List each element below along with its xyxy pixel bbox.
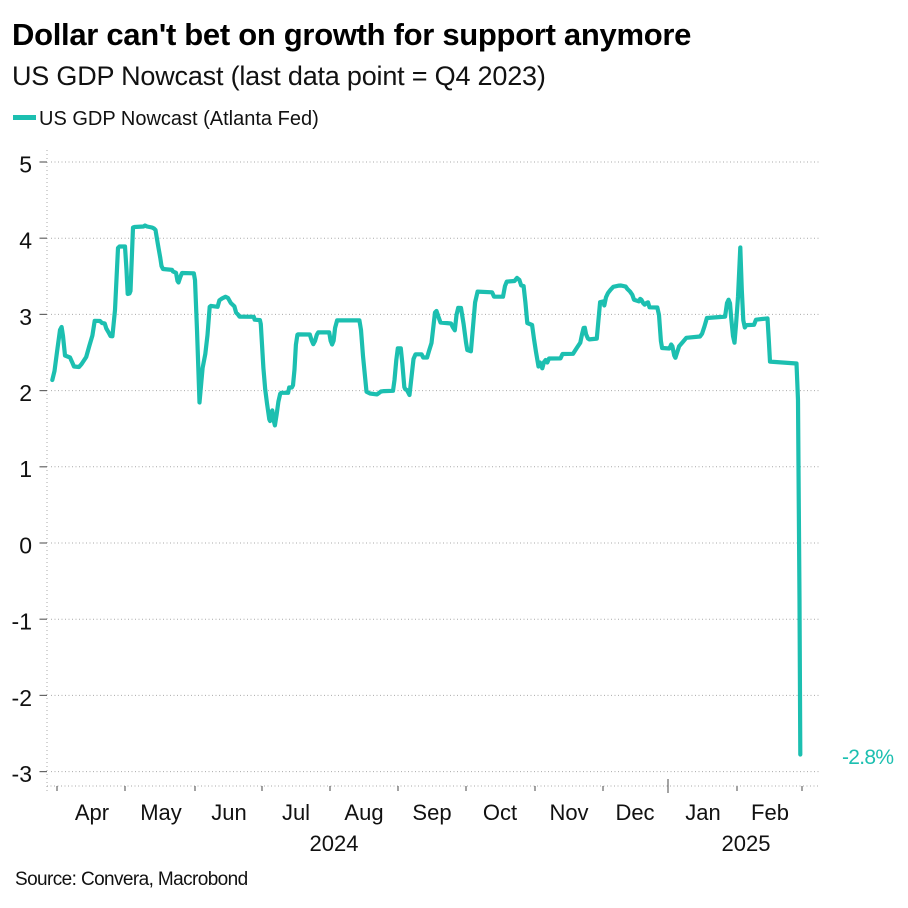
svg-text:4: 4 (19, 228, 32, 254)
svg-text:3: 3 (19, 304, 32, 330)
svg-text:2025: 2025 (722, 831, 771, 856)
svg-text:0: 0 (19, 532, 32, 558)
svg-text:2024: 2024 (310, 831, 359, 856)
svg-text:-3: -3 (12, 761, 32, 787)
svg-text:Nov: Nov (549, 800, 588, 825)
svg-text:Jun: Jun (211, 800, 246, 825)
svg-text:Oct: Oct (483, 800, 517, 825)
svg-text:Jan: Jan (685, 800, 720, 825)
svg-text:Jul: Jul (282, 800, 310, 825)
svg-text:Feb: Feb (751, 800, 789, 825)
svg-text:-1: -1 (12, 609, 32, 635)
svg-text:Aug: Aug (344, 800, 383, 825)
svg-text:5: 5 (19, 151, 32, 177)
svg-text:May: May (140, 800, 182, 825)
svg-text:Dec: Dec (615, 800, 654, 825)
svg-text:2: 2 (19, 380, 32, 406)
svg-text:-2: -2 (12, 685, 32, 711)
svg-text:Sep: Sep (412, 800, 451, 825)
svg-text:Apr: Apr (75, 800, 109, 825)
svg-text:1: 1 (19, 456, 32, 482)
